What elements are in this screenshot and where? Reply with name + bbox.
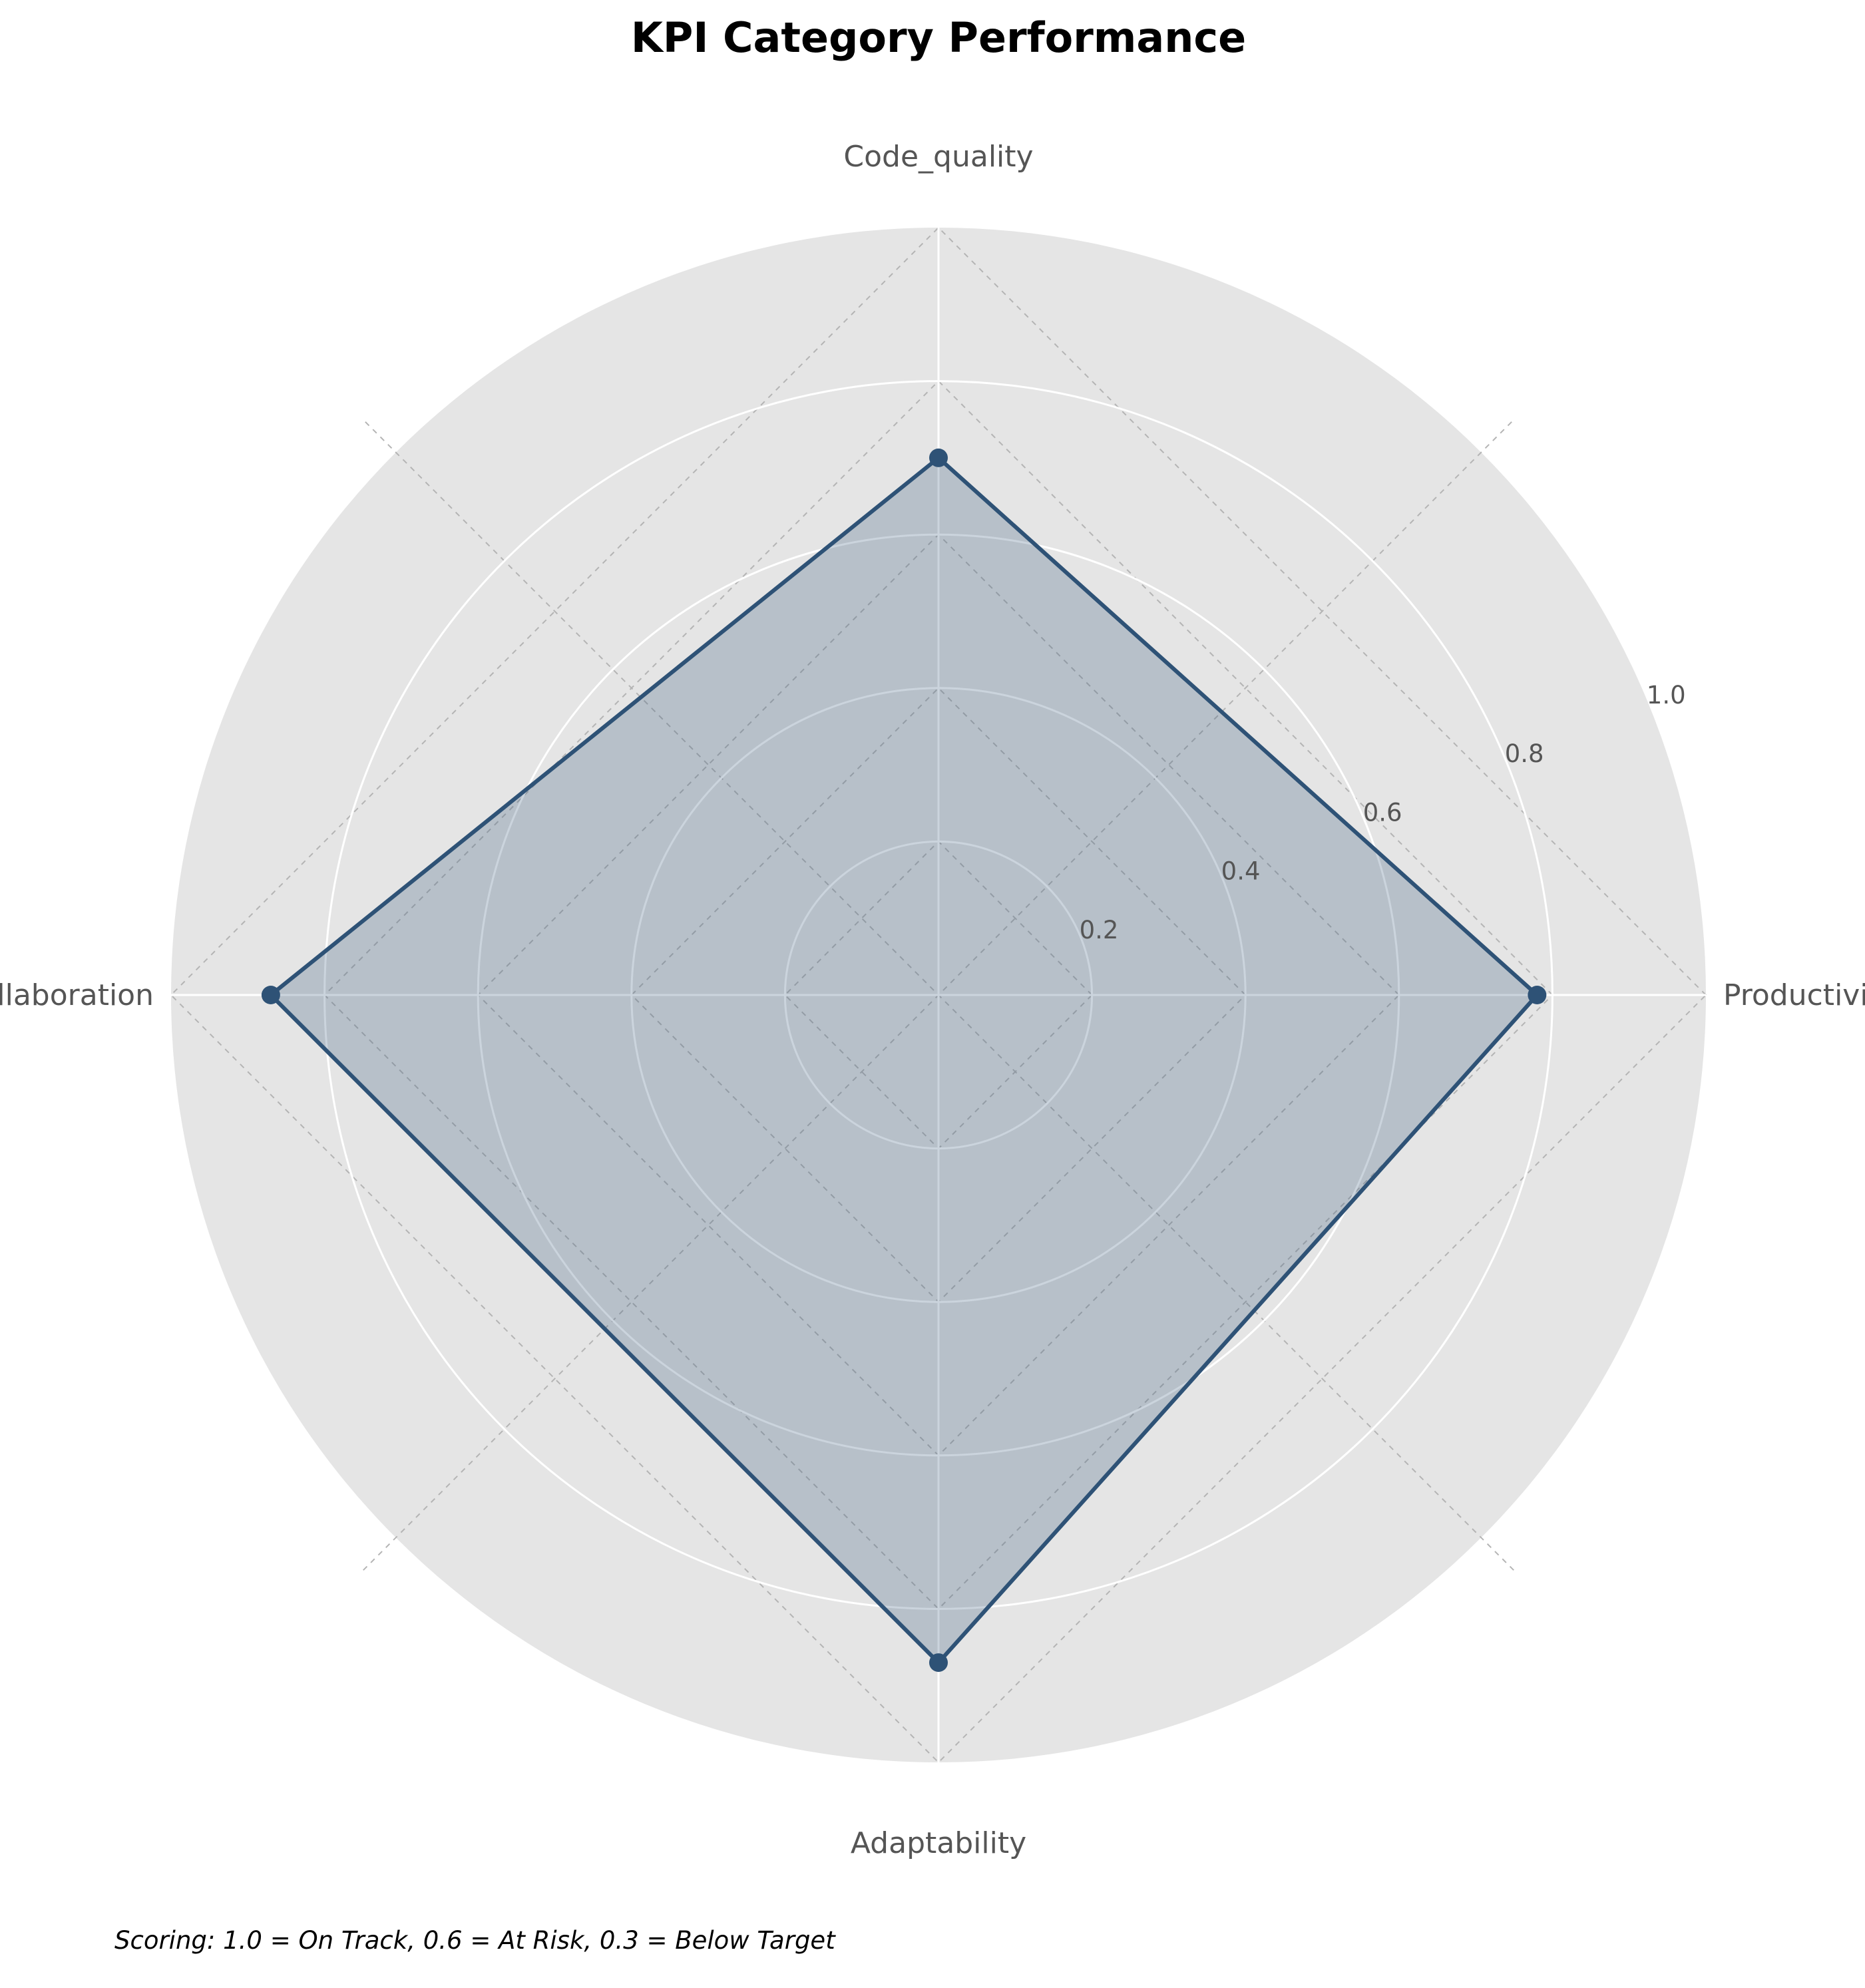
data-point bbox=[929, 1653, 948, 1673]
category-label: Code_quality bbox=[843, 140, 1033, 174]
data-point bbox=[1528, 986, 1547, 1004]
category-label: Productivity bbox=[1723, 978, 1865, 1012]
r-tick-label: 0.8 bbox=[1505, 739, 1544, 768]
data-point bbox=[929, 448, 948, 467]
grid-diamond bbox=[630, 687, 1247, 1303]
category-label: Collaboration bbox=[0, 978, 154, 1012]
data-point bbox=[261, 986, 280, 1004]
polar-grid bbox=[170, 226, 1707, 1764]
series-area bbox=[270, 457, 1538, 1663]
axis-labels: 0.2 0.4 0.6 0.8 1.0 Productivity Code_quality C… bbox=[0, 140, 1865, 1860]
r-tick-label: 0.2 bbox=[1080, 916, 1119, 944]
r-tick-label: 0.4 bbox=[1221, 857, 1261, 886]
scoring-footnote: Scoring: 1.0 = On Track, 0.6 = At Risk, … bbox=[114, 1926, 836, 1955]
r-tick-label: 0.6 bbox=[1363, 798, 1402, 827]
category-label: Adaptability bbox=[851, 1826, 1026, 1860]
chart-title: KPI Category Performance bbox=[631, 13, 1246, 62]
data-series bbox=[261, 448, 1547, 1673]
r-tick-label: 1.0 bbox=[1647, 681, 1686, 709]
